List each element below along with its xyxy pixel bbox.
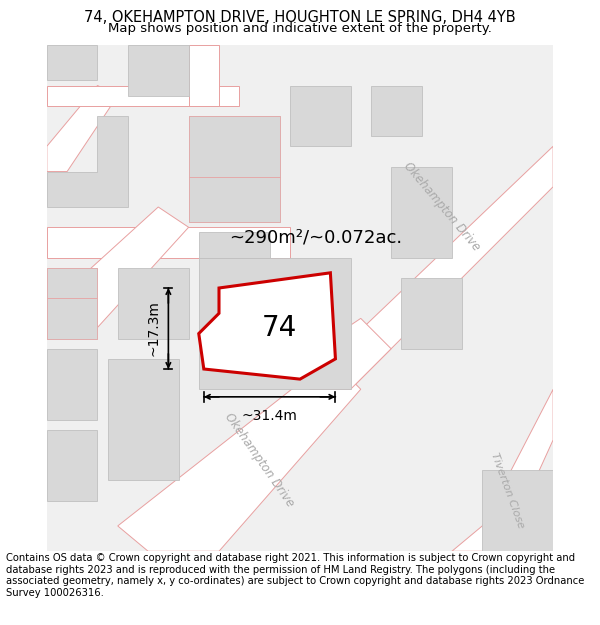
Polygon shape xyxy=(107,359,179,481)
Polygon shape xyxy=(47,86,118,171)
Polygon shape xyxy=(290,86,350,146)
Text: ~17.3m: ~17.3m xyxy=(147,301,161,356)
Polygon shape xyxy=(371,86,421,136)
Text: 74, OKEHAMPTON DRIVE, HOUGHTON LE SPRING, DH4 4YB: 74, OKEHAMPTON DRIVE, HOUGHTON LE SPRING… xyxy=(84,10,516,25)
Polygon shape xyxy=(199,272,335,379)
Polygon shape xyxy=(47,268,97,298)
Polygon shape xyxy=(118,268,188,339)
Polygon shape xyxy=(391,166,452,258)
Polygon shape xyxy=(47,228,290,258)
Text: Okehampton Drive: Okehampton Drive xyxy=(401,160,482,254)
Polygon shape xyxy=(47,45,97,81)
Text: Contains OS data © Crown copyright and database right 2021. This information is : Contains OS data © Crown copyright and d… xyxy=(6,553,584,598)
Text: Okehampton Drive: Okehampton Drive xyxy=(222,411,297,509)
Text: 74: 74 xyxy=(262,314,298,342)
Polygon shape xyxy=(310,146,553,389)
Polygon shape xyxy=(47,207,188,339)
Polygon shape xyxy=(47,298,97,339)
Polygon shape xyxy=(188,45,219,106)
Polygon shape xyxy=(47,430,97,501)
Polygon shape xyxy=(47,349,97,419)
Polygon shape xyxy=(47,86,239,106)
Text: Tiverton Close: Tiverton Close xyxy=(489,451,526,530)
Polygon shape xyxy=(401,278,462,349)
Polygon shape xyxy=(47,268,97,339)
Polygon shape xyxy=(452,389,553,551)
Polygon shape xyxy=(128,45,188,96)
Polygon shape xyxy=(188,116,280,177)
Text: Map shows position and indicative extent of the property.: Map shows position and indicative extent… xyxy=(108,22,492,35)
Polygon shape xyxy=(47,116,128,207)
Text: ~31.4m: ~31.4m xyxy=(242,409,298,424)
Polygon shape xyxy=(118,359,361,551)
Polygon shape xyxy=(188,116,280,222)
Polygon shape xyxy=(199,232,269,258)
Polygon shape xyxy=(482,470,553,551)
Polygon shape xyxy=(199,258,350,389)
Polygon shape xyxy=(300,318,391,389)
Polygon shape xyxy=(188,177,280,222)
Text: ~290m²/~0.072ac.: ~290m²/~0.072ac. xyxy=(229,228,402,246)
